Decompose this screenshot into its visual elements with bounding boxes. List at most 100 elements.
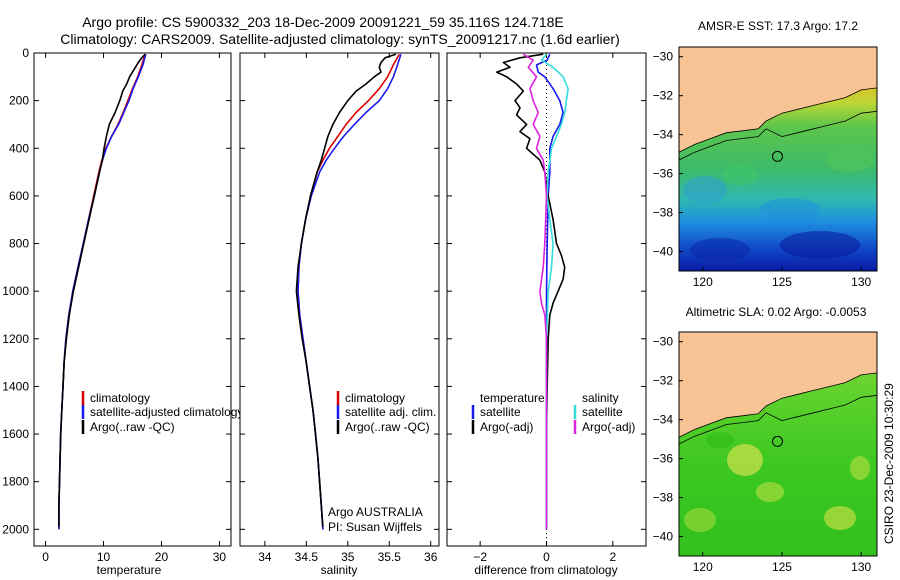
sla-land (679, 332, 877, 438)
lat-tick-label: −32 (653, 89, 674, 103)
sst-field-patches (683, 148, 874, 262)
y-tick-label: 1400 (2, 379, 29, 393)
y-tick-label: 0 (22, 46, 29, 60)
temperature-x-axis: 0 10 20 30 (42, 53, 226, 564)
lon-tick-label: 120 (693, 560, 713, 574)
y-tick-label: 2000 (2, 522, 29, 536)
signature-line1: Argo AUSTRALIA (328, 505, 423, 519)
salinity-legend: climatology satellite adj. clim. Argo(..… (336, 391, 436, 434)
lat-tick-label: −32 (653, 374, 674, 388)
x-tick-label: 35.5 (378, 550, 402, 564)
legend-title-temperature: temperature (480, 391, 545, 405)
temperature-axes-frame (33, 52, 232, 547)
difference-y-ticks (447, 52, 646, 530)
x-tick-label: 0 (42, 550, 49, 564)
temperature-legend: climatology satellite-adjusted climatolo… (81, 391, 243, 434)
difference-legend: temperature satellite Argo(-adj) salinit… (471, 391, 635, 434)
salinity-panel: 34 34.5 35 35.5 36 salinity climatology sate… (239, 52, 440, 577)
sla-coastline (679, 372, 877, 438)
legend-label-temp-satellite: satellite (480, 405, 521, 419)
temperature-series (58, 53, 147, 530)
y-tick-label: 1800 (2, 475, 29, 489)
lat-tick-label: −38 (653, 491, 674, 505)
figure-title-line1: Argo profile: CS 5900332_203 18-Dec-2009… (82, 14, 564, 30)
sla-field-patches (684, 432, 870, 532)
sla-map-frame (678, 331, 878, 557)
y-tick-label: 600 (9, 189, 29, 203)
lon-tick-label: 125 (772, 560, 792, 574)
lat-tick-label: −34 (653, 128, 674, 142)
legend-label-argo: Argo(..raw -QC) (345, 420, 430, 434)
sst-map-panel: AMSR-E SST: 17.3 Argo: 17.2 −30 −32 −34 −36… (653, 19, 878, 289)
lat-tick-label: −36 (653, 167, 674, 181)
series-line-argo-raw-qc- (58, 53, 146, 527)
lat-tick-label: −30 (653, 50, 674, 64)
lat-tick-label: −34 (653, 413, 674, 427)
legend-label-temp-argo: Argo(-adj) (480, 420, 533, 434)
x-tick-label: 2 (609, 550, 616, 564)
sla-lat-axis: −30 −32 −34 −36 −38 −40 (653, 335, 683, 544)
y-tick-label: 1600 (2, 427, 29, 441)
salinity-xlabel: salinity (321, 563, 358, 577)
lon-tick-label: 125 (772, 275, 792, 289)
legend-label-sal-satellite: satellite (582, 405, 623, 419)
legend-label-sal-argo: Argo(-adj) (582, 420, 635, 434)
temperature-panel: 0 200 400 600 800 1000 1200 1400 1600 1800 2000 0 1… (2, 46, 243, 577)
argo-float-location (772, 150, 783, 162)
lon-tick-label: 130 (851, 560, 871, 574)
salinity-series (295, 53, 402, 530)
y-tick-label: 1200 (2, 332, 29, 346)
y-tick-label: 200 (9, 94, 29, 108)
lon-tick-label: 120 (693, 275, 713, 289)
x-tick-label: 36 (424, 550, 438, 564)
difference-xlabel: difference from climatology (474, 563, 617, 577)
temperature-xlabel: temperature (97, 563, 162, 577)
x-tick-label: −2 (473, 550, 487, 564)
signature-line2: PI: Susan Wijffels (328, 520, 422, 534)
sst-coastline (679, 87, 877, 153)
y-tick-label: 400 (9, 141, 29, 155)
credit-text: CSIRO 23-Dec-2009 10:30:29 (882, 383, 896, 544)
legend-label-satellite: satellite-adjusted climatology (90, 405, 243, 419)
legend-label-satellite: satellite adj. clim. (345, 405, 436, 419)
sst-map-frame (678, 46, 878, 272)
sst-land (679, 47, 877, 153)
y-tick-label: 800 (9, 237, 29, 251)
lat-tick-label: −38 (653, 206, 674, 220)
x-tick-label: 0 (543, 550, 550, 564)
lat-tick-label: −30 (653, 335, 674, 349)
legend-label-climatology: climatology (90, 391, 150, 405)
x-tick-label: 35 (341, 550, 355, 564)
salinity-axes-frame (239, 52, 440, 547)
sst-lon-axis: 120 125 130 (693, 267, 871, 289)
salinity-x-axis: 34 34.5 35 35.5 36 (258, 53, 438, 564)
lon-tick-label: 130 (851, 275, 871, 289)
legend-label-argo: Argo(..raw -QC) (90, 420, 175, 434)
sst-map-title: AMSR-E SST: 17.3 Argo: 17.2 (698, 19, 858, 33)
salinity-y-ticks (240, 52, 439, 530)
sst-lat-axis: −30 −32 −34 −36 −38 −40 (653, 50, 683, 259)
figure-title-line2: Climatology: CARS2009. Satellite-adjuste… (60, 31, 620, 47)
lat-tick-label: −40 (653, 530, 674, 544)
sla-map-panel: Altimetric SLA: 0.02 Argo: -0.0053 −30−3… (653, 305, 878, 574)
depth-axis: 0 200 400 600 800 1000 1200 1400 1600 1800 2000 (2, 46, 231, 536)
legend-label-climatology: climatology (345, 391, 405, 405)
sla-contour (679, 394, 877, 445)
legend-title-salinity: salinity (582, 391, 619, 405)
argo-float-location (772, 435, 783, 447)
sst-contour (679, 110, 877, 161)
x-tick-label: 34.5 (295, 550, 319, 564)
y-tick-label: 1000 (2, 284, 29, 298)
sla-lon-axis: 120 125 130 (693, 552, 871, 574)
series-line-salinity-argo-adj- (522, 53, 548, 530)
x-tick-label: 34 (258, 550, 272, 564)
lat-tick-label: −40 (653, 245, 674, 259)
difference-series (495, 53, 569, 546)
lat-tick-label: −36 (653, 452, 674, 466)
sla-map-title: Altimetric SLA: 0.02 Argo: -0.0053 (686, 305, 867, 319)
series-line-argo-raw-qc- (295, 53, 397, 527)
series-line-temperature-argo-adj- (495, 53, 566, 527)
difference-panel: −2 0 2 difference from climatology tempera… (446, 52, 647, 577)
x-tick-label: 10 (97, 550, 111, 564)
